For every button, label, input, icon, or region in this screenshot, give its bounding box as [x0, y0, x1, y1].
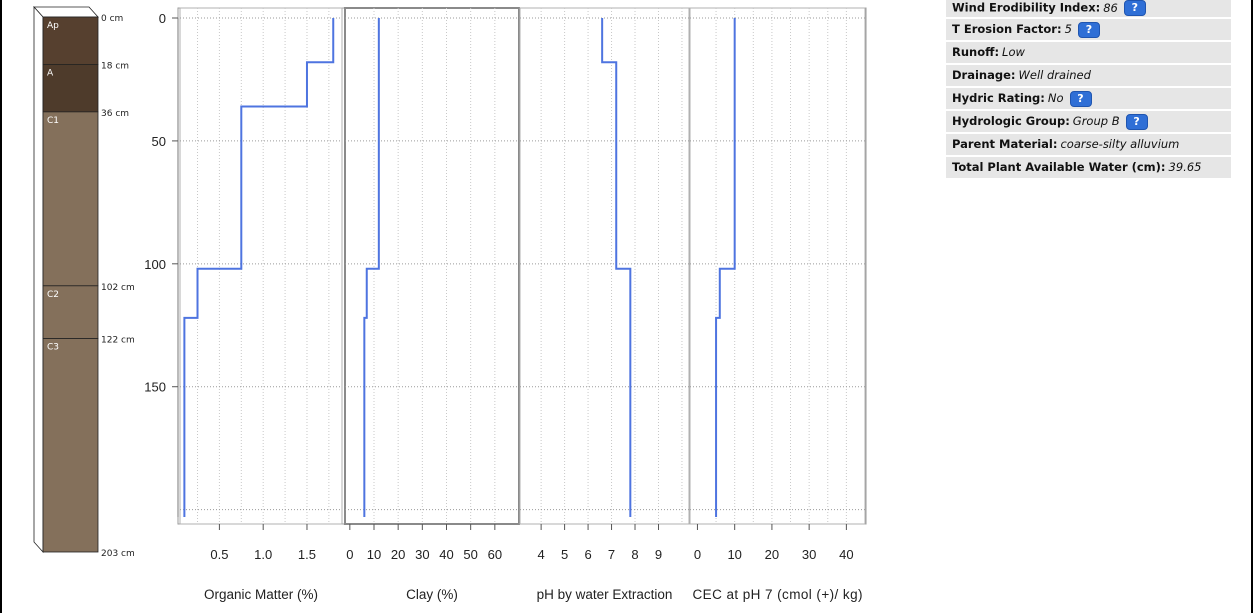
- series-line: [363, 18, 380, 517]
- panel-2: 4 5 6 7 8 9 pH by water Extraction: [519, 7, 690, 602]
- x-tick-label: 20: [765, 547, 779, 562]
- prop-row-wind-erodibility: Wind Erodibility Index: 86?: [946, 0, 1231, 19]
- plot-frame: [177, 7, 867, 525]
- x-tick-label: 9: [655, 547, 662, 562]
- horizon-c2: [42, 285, 99, 339]
- x-tick-label: 10: [727, 547, 741, 562]
- panel-0: 0.5 1.0 1.5 Organic Matter (%): [179, 7, 343, 602]
- horizon-label: A: [47, 68, 54, 78]
- depth-tick-label: 50: [152, 134, 166, 149]
- prop-key: T Erosion Factor:: [952, 22, 1062, 36]
- depth-label: 18 cm: [101, 61, 129, 71]
- soil-properties-list: Wind Erodibility Index: 86? T Erosion Fac…: [946, 0, 1231, 180]
- x-tick-label: 0: [346, 547, 353, 562]
- horizon-c3: [42, 338, 99, 553]
- prop-row-t-erosion: T Erosion Factor: 5?: [946, 19, 1231, 42]
- x-tick-label: 50: [463, 547, 477, 562]
- series-line: [715, 18, 736, 517]
- prop-value: No: [1047, 91, 1064, 105]
- prop-row-plant-available-water: Total Plant Available Water (cm): 39.65: [946, 157, 1231, 180]
- horizon-label: C2: [47, 290, 59, 300]
- prop-key: Total Plant Available Water (cm):: [952, 160, 1166, 174]
- panel-3: 0 10 20 30 40 CEC at pH 7 (cmol (+)/ kg): [689, 7, 866, 602]
- x-axis-label: Organic Matter (%): [204, 587, 318, 602]
- x-tick-label: 1.5: [298, 547, 316, 562]
- x-tick-label: 1.0: [254, 547, 272, 562]
- x-tick-label: 30: [802, 547, 816, 562]
- x-tick-label: 6: [584, 547, 591, 562]
- prop-row-drainage: Drainage: Well drained: [946, 65, 1231, 88]
- x-tick-label: 60: [488, 547, 502, 562]
- prop-value: Group B: [1072, 114, 1120, 128]
- horizon-ap: [42, 16, 99, 65]
- depth-label: 203 cm: [101, 549, 135, 559]
- prop-key: Parent Material:: [952, 137, 1058, 151]
- x-tick-label: 30: [415, 547, 429, 562]
- depth-tick-label: 150: [144, 380, 166, 395]
- panel-frame: [344, 7, 520, 525]
- series-line: [183, 18, 335, 517]
- prop-value: 39.65: [1168, 160, 1202, 174]
- x-tick-label: 8: [631, 547, 638, 562]
- prop-row-hydrologic-group: Hydrologic Group: Group B?: [946, 111, 1231, 134]
- prop-row-hydric-rating: Hydric Rating: No?: [946, 88, 1231, 111]
- x-tick-label: 20: [391, 547, 405, 562]
- series-line: [601, 18, 632, 517]
- x-tick-label: 40: [839, 547, 853, 562]
- prop-key: Wind Erodibility Index:: [952, 0, 1101, 15]
- prop-value: 86: [1103, 0, 1118, 15]
- prop-row-parent-material: Parent Material: coarse-silty alluvium: [946, 134, 1231, 157]
- prop-key: Drainage:: [952, 68, 1016, 82]
- depth-tick-label: 100: [144, 257, 166, 272]
- panel-frame: [689, 7, 866, 525]
- prop-value: Low: [1002, 45, 1025, 59]
- x-tick-label: 0: [694, 547, 701, 562]
- x-tick-label: 10: [367, 547, 381, 562]
- depth-label: 36 cm: [101, 109, 129, 119]
- prop-value: coarse-silty alluvium: [1060, 137, 1180, 151]
- help-icon[interactable]: ?: [1123, 0, 1146, 16]
- prop-key: Runoff:: [952, 45, 1000, 59]
- panel-frame: [519, 7, 690, 525]
- horizon-label: C1: [47, 116, 59, 126]
- prop-key: Hydric Rating:: [952, 91, 1045, 105]
- depth-label: 0 cm: [101, 14, 123, 24]
- x-tick-label: 5: [561, 547, 568, 562]
- x-axis-label: CEC at pH 7 (cmol (+)/ kg): [693, 587, 863, 602]
- x-tick-label: 7: [608, 547, 615, 562]
- depth-label: 122 cm: [101, 336, 135, 346]
- panel-frame: [179, 7, 343, 525]
- horizon-c1: [42, 111, 99, 287]
- x-tick-label: 4: [538, 547, 545, 562]
- prop-value: Well drained: [1018, 68, 1091, 82]
- x-tick-label: 40: [439, 547, 453, 562]
- x-tick-label: 0.5: [210, 547, 228, 562]
- prop-value: 5: [1064, 22, 1072, 36]
- page-border-right: [1251, 0, 1253, 613]
- help-icon[interactable]: ?: [1077, 21, 1100, 38]
- horizon-label: Ap: [47, 21, 59, 31]
- help-icon[interactable]: ?: [1069, 90, 1092, 107]
- depth-tick-label: 0: [159, 11, 166, 26]
- depth-label: 102 cm: [101, 283, 135, 293]
- horizon-a: [42, 64, 99, 113]
- prop-key: Hydrologic Group:: [952, 114, 1070, 128]
- prop-row-runoff: Runoff: Low: [946, 42, 1231, 65]
- soil-profile-sketch: Ap A C1 C2 C3 0 cm 18 cm 36 cm 102 cm 122 cm 203 c…: [33, 5, 135, 559]
- panel-1: 0 10 20 30 40 50 60 Clay (%): [344, 7, 520, 602]
- x-axis-label: pH by water Extraction: [537, 587, 673, 602]
- horizon-label: C3: [47, 343, 59, 353]
- help-icon[interactable]: ?: [1125, 113, 1148, 130]
- page-border-left: [0, 0, 2, 613]
- x-axis-label: Clay (%): [406, 587, 458, 602]
